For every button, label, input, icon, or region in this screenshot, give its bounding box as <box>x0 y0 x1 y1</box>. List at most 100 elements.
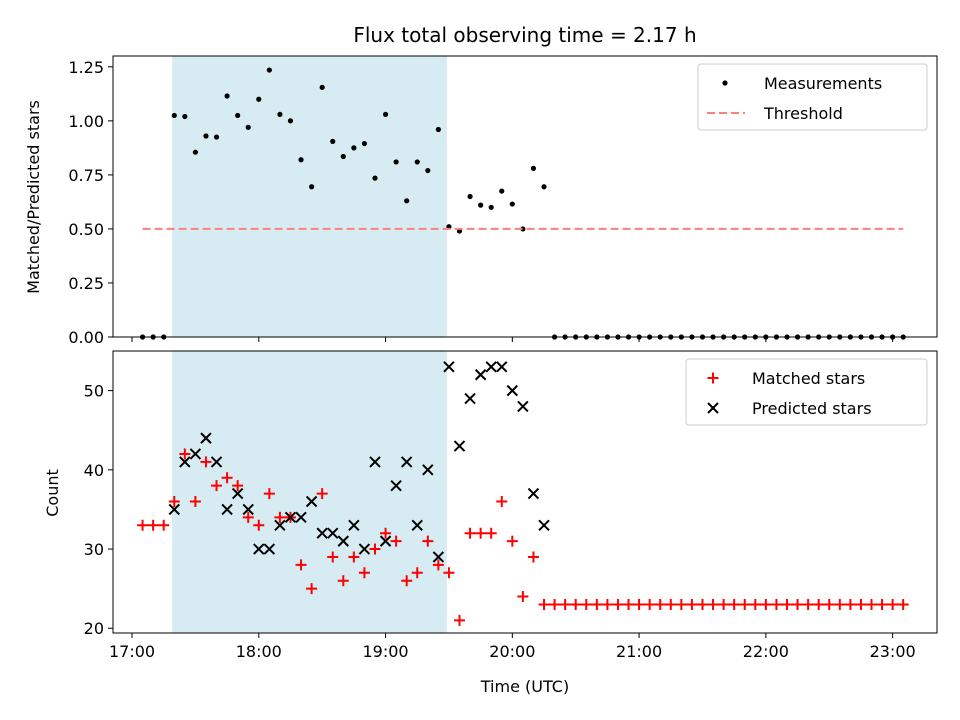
bottom-series-1 <box>168 361 550 563</box>
matched-star-point <box>570 598 582 610</box>
legend-label: Measurements <box>764 74 882 93</box>
measurement-point <box>414 159 420 165</box>
measurement-point <box>213 134 220 140</box>
x-tick-label: 17:00 <box>109 642 155 661</box>
matched-star-point <box>538 598 550 610</box>
matched-star-point <box>242 511 254 523</box>
legend-label: Threshold <box>763 104 843 123</box>
predicted-star-point <box>411 519 423 531</box>
legend-marker-matched <box>707 372 719 384</box>
predicted-star-point <box>506 384 519 397</box>
measurement-point <box>171 112 177 119</box>
matched-star-point <box>665 598 677 610</box>
matched-star-point <box>295 559 307 571</box>
measurement-point <box>530 165 537 171</box>
matched-star-point <box>834 598 846 610</box>
predicted-star-point <box>179 456 191 468</box>
matched-star-point <box>760 598 772 610</box>
matched-star-point <box>475 527 487 539</box>
matched-star-point <box>263 488 275 500</box>
matched-star-point <box>390 535 402 547</box>
matched-star-point <box>454 614 466 626</box>
measurement-point <box>478 202 484 208</box>
matched-star-point <box>401 575 413 587</box>
matched-star-point <box>369 543 381 555</box>
matched-star-point <box>559 598 571 610</box>
predicted-star-point <box>496 361 508 373</box>
matched-star-point <box>612 598 624 610</box>
top-shaded-span <box>172 56 447 337</box>
predicted-star-point <box>390 479 402 492</box>
bottom-series-0 <box>137 448 909 626</box>
measurement-point <box>235 112 241 119</box>
measurement-point <box>266 67 272 73</box>
matched-star-point <box>644 598 656 610</box>
matched-star-point <box>887 598 899 610</box>
top-axes-frame <box>112 55 938 338</box>
predicted-star-point <box>253 543 265 555</box>
matched-star-point <box>496 496 508 508</box>
bottom-y-tick-label: 40 <box>84 461 104 480</box>
matched-star-point <box>591 598 603 610</box>
x-tick-label: 19:00 <box>362 642 408 661</box>
predicted-star-point <box>337 535 350 547</box>
predicted-star-point <box>263 543 276 555</box>
matched-star-point <box>654 598 666 610</box>
top-y-tick-label: 0.50 <box>68 220 104 239</box>
top-panel: 0.00 0.25 0.50 0.75 1.00 1.25 Measurements Thre… <box>68 55 938 347</box>
predicted-star-point <box>517 400 529 413</box>
matched-star-point <box>707 598 719 610</box>
matched-star-point <box>253 519 265 531</box>
matched-star-point <box>897 598 909 610</box>
predicted-star-point <box>538 519 550 531</box>
measurement-point <box>298 157 304 163</box>
matched-star-point <box>686 598 698 610</box>
top-legend-box <box>697 63 928 131</box>
predicted-star-point <box>327 527 339 539</box>
matched-star-point <box>274 511 286 523</box>
predicted-star-point <box>369 456 381 468</box>
matched-star-point <box>718 598 730 610</box>
matched-star-point <box>464 527 476 539</box>
matched-star-point <box>770 598 782 610</box>
bottom-panel: 20 30 40 50 17:00 18:00 19:00 20:00 21:00 22:00 23… <box>84 350 938 661</box>
top-y-tick-label: 0.75 <box>68 166 104 185</box>
matched-star-point <box>348 551 360 563</box>
matched-star-point <box>823 598 835 610</box>
matched-star-point <box>316 488 328 500</box>
measurement-point <box>340 153 346 160</box>
matched-star-point <box>432 559 444 571</box>
measurement-point <box>309 184 315 190</box>
measurement-point <box>245 124 251 130</box>
measurement-point <box>277 111 283 117</box>
predicted-star-point <box>358 543 371 555</box>
chart-title: Flux total observing time = 2.17 h <box>353 23 696 47</box>
matched-star-point <box>696 598 708 610</box>
measurement-point <box>509 201 515 207</box>
measurement-point <box>319 84 325 90</box>
measurement-point <box>382 111 389 117</box>
matched-star-point <box>380 527 392 539</box>
bottom-y-axis-label: Count <box>43 469 62 517</box>
bottom-legend-box <box>685 358 928 426</box>
matched-star-point <box>580 598 592 610</box>
measurement-point <box>256 96 262 102</box>
matched-star-point <box>422 535 434 547</box>
predicted-star-point <box>464 392 476 405</box>
legend-label: Predicted stars <box>752 399 872 418</box>
matched-star-point <box>189 496 201 508</box>
predicted-star-point <box>527 487 540 500</box>
measurement-point <box>361 140 368 147</box>
top-y-tick-label: 1.25 <box>68 58 104 77</box>
matched-star-point <box>623 598 635 610</box>
measurement-point <box>203 133 209 139</box>
predicted-star-point <box>422 464 434 476</box>
predicted-star-point <box>443 361 455 373</box>
bottom-axes-frame <box>112 350 938 634</box>
predicted-star-point <box>400 456 413 468</box>
matched-star-point <box>633 598 645 610</box>
measurement-point <box>192 149 198 155</box>
x-tick-label: 18:00 <box>236 642 282 661</box>
predicted-star-point <box>485 361 497 373</box>
matched-star-point <box>781 598 793 610</box>
